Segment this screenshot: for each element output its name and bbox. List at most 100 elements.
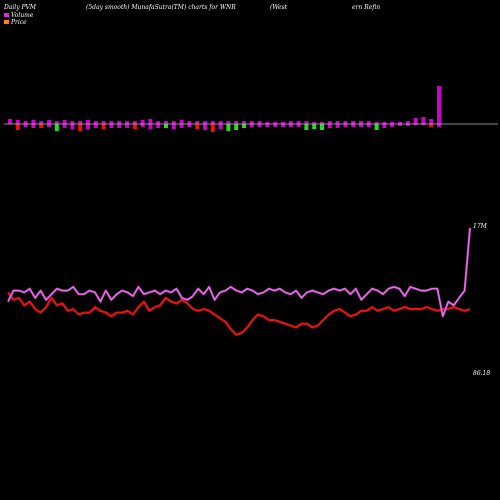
bar-down — [351, 124, 356, 127]
bar-down — [156, 124, 161, 128]
bar-down — [86, 124, 90, 129]
volume-last-label: 17M — [473, 223, 488, 230]
bar-up — [70, 121, 75, 124]
bar-down — [265, 124, 270, 127]
bar-down — [257, 124, 262, 127]
bar-up — [265, 122, 270, 124]
bar-up — [374, 122, 379, 124]
bar-up — [304, 121, 309, 124]
bar-up — [47, 120, 51, 124]
bar-down — [93, 124, 98, 128]
legend-label-price: Price — [10, 19, 27, 26]
bar-down — [288, 124, 293, 127]
bar-down — [15, 124, 20, 130]
bar-down — [148, 124, 153, 129]
bar-up — [187, 121, 192, 124]
bar-up — [164, 121, 168, 124]
bar-up — [242, 121, 246, 124]
bar-up — [109, 121, 114, 124]
bar-down — [382, 124, 387, 128]
bar-up — [296, 121, 301, 124]
bar-down — [296, 124, 301, 127]
lines-group — [7, 227, 472, 336]
bar-down — [47, 124, 51, 127]
bar-up — [86, 120, 90, 124]
bar-up — [101, 121, 106, 124]
bar-up — [8, 119, 12, 124]
bar-down — [421, 124, 426, 125]
bar-down — [413, 124, 418, 125]
bar-up — [320, 122, 324, 124]
legend-swatch-volume — [4, 13, 9, 17]
bar-up — [203, 121, 207, 124]
bar-up — [179, 120, 184, 124]
bar-down — [203, 124, 207, 130]
bar-up — [39, 121, 44, 124]
bar-down — [117, 124, 122, 128]
bar-up — [78, 121, 83, 124]
bar-down — [195, 124, 200, 129]
bar-up — [15, 120, 20, 124]
bar-down — [78, 124, 83, 131]
bar-up — [226, 121, 231, 124]
bar-up — [125, 121, 129, 124]
bar-up — [132, 121, 137, 124]
bar-up — [382, 122, 387, 124]
bar-up — [195, 121, 200, 124]
bar-up — [390, 122, 395, 124]
bar-up — [398, 122, 402, 124]
bar-up — [366, 121, 371, 124]
bar-up — [327, 121, 332, 124]
bar-down — [343, 124, 348, 127]
bar-up — [93, 121, 98, 124]
bar-up — [405, 121, 410, 124]
bar-up — [281, 122, 285, 124]
header-right-b: ern Refin — [352, 4, 380, 11]
bar-down — [359, 124, 363, 127]
bar-down — [366, 124, 371, 127]
bar-up — [210, 121, 215, 124]
bar-down — [132, 124, 137, 129]
header-left: Daily PVM — [3, 4, 37, 11]
bar-up — [23, 121, 28, 124]
bar-down — [31, 124, 36, 128]
bar-down — [140, 124, 145, 127]
bar-down — [62, 124, 67, 128]
bar-up — [312, 122, 317, 124]
bar-up — [117, 121, 122, 124]
bar-down — [429, 124, 434, 127]
bar-up — [437, 86, 441, 124]
bar-down — [249, 124, 254, 127]
bar-down — [398, 124, 402, 126]
bar-up — [257, 121, 262, 124]
bar-down — [109, 124, 114, 128]
volume-series-line — [7, 227, 472, 318]
bar-down — [210, 124, 215, 132]
bar-down — [125, 124, 129, 128]
bar-up — [218, 121, 223, 124]
bars-group — [8, 86, 441, 132]
bar-up — [429, 119, 434, 124]
bar-down — [218, 124, 223, 129]
bar-down — [226, 124, 231, 131]
price-last-label: 86.18 — [473, 370, 490, 377]
bar-down — [101, 124, 106, 129]
bar-up — [31, 120, 36, 124]
bar-up — [359, 121, 363, 124]
bar-up — [54, 121, 59, 124]
bar-down — [273, 124, 278, 127]
bar-down — [171, 124, 176, 129]
bar-down — [374, 124, 379, 130]
bar-down — [405, 124, 410, 126]
bar-down — [179, 124, 184, 128]
bar-up — [140, 120, 145, 124]
bar-up — [62, 120, 67, 124]
bar-down — [54, 124, 59, 131]
bar-up — [421, 117, 426, 124]
bar-down — [390, 124, 395, 127]
bar-down — [39, 124, 44, 128]
price-series-line — [7, 291, 471, 336]
bar-up — [156, 121, 161, 124]
header-center: (5day smooth) MunafaSutra(TM) charts for… — [86, 4, 236, 11]
